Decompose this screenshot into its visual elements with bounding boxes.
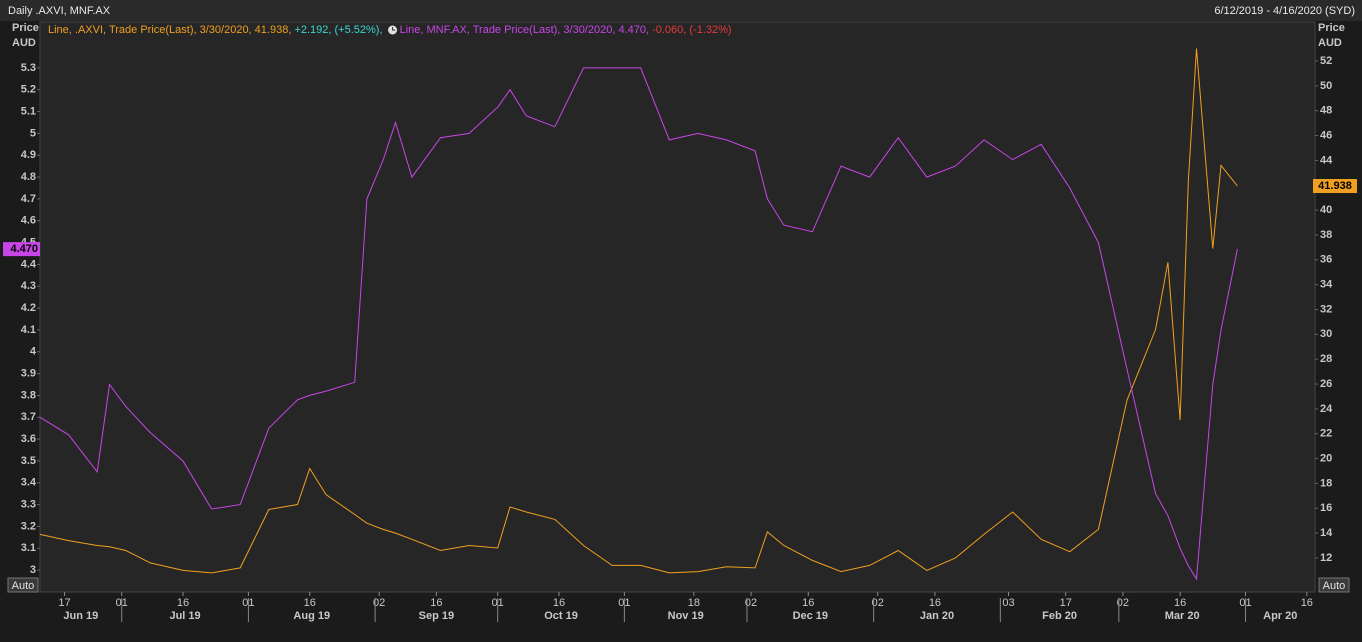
button-label[interactable]: Auto bbox=[12, 580, 35, 592]
y-tick-label: 3.7 bbox=[21, 411, 36, 423]
x-tick-label: 02 bbox=[1117, 597, 1129, 609]
x-tick-label: 02 bbox=[745, 597, 757, 609]
y2-tick-label: 36 bbox=[1320, 254, 1332, 266]
last-value-label: 4.470 bbox=[10, 243, 38, 255]
y-tick-label: 3.3 bbox=[21, 499, 36, 511]
header-bar bbox=[0, 0, 1362, 21]
y-tick-label: 4 bbox=[30, 346, 37, 358]
clock-hands bbox=[392, 27, 396, 31]
y-tick-label: 5.3 bbox=[21, 62, 36, 74]
y-axis-unit: AUD bbox=[12, 37, 36, 49]
y-tick-label: 4.1 bbox=[21, 324, 36, 336]
x-tick-label: 03 bbox=[1002, 597, 1014, 609]
y2-axis-label: Price bbox=[1318, 22, 1345, 34]
x-group-label: Jun 19 bbox=[63, 610, 98, 622]
y2-tick-label: 52 bbox=[1320, 55, 1332, 67]
x-tick-label: 17 bbox=[58, 597, 70, 609]
x-tick-label: 16 bbox=[1301, 597, 1313, 609]
y2-tick-label: 16 bbox=[1320, 502, 1332, 514]
y2-tick-label: 48 bbox=[1320, 105, 1332, 117]
legend-entry: Line, MNF.AX, Trade Price(Last), 3/30/20… bbox=[400, 24, 649, 36]
chart-title: Daily .AXVI, MNF.AX bbox=[8, 5, 111, 17]
series-line bbox=[39, 67, 1238, 581]
series-line bbox=[39, 48, 1238, 574]
legend-entry: Line, .AXVI, Trade Price(Last), 3/30/202… bbox=[48, 24, 291, 36]
y-axis-label: Price bbox=[12, 22, 39, 34]
x-group-label: Apr 20 bbox=[1263, 610, 1297, 622]
last-value-box bbox=[3, 242, 40, 257]
y-tick-label: 5 bbox=[30, 127, 36, 139]
y-tick-label: 5.2 bbox=[21, 84, 36, 96]
y-tick-label: 4.3 bbox=[21, 280, 36, 292]
last-value-box bbox=[1313, 179, 1357, 194]
y-tick-label: 3.2 bbox=[21, 520, 36, 532]
button-frame bbox=[7, 577, 39, 593]
x-tick-label: 02 bbox=[373, 597, 385, 609]
y2-tick-label: 50 bbox=[1320, 80, 1332, 92]
y2-tick-label: 12 bbox=[1320, 552, 1332, 564]
y2-axis-unit: AUD bbox=[1318, 37, 1342, 49]
x-group-label: Jul 19 bbox=[169, 610, 200, 622]
x-tick-label: 16 bbox=[1174, 597, 1186, 609]
x-tick-label: 02 bbox=[872, 597, 884, 609]
y-tick-label: 3.5 bbox=[21, 455, 36, 467]
y-tick-label: 3.9 bbox=[21, 368, 36, 380]
y-tick-label: 5.1 bbox=[21, 105, 36, 117]
x-group-label: Dec 19 bbox=[793, 610, 828, 622]
x-tick-label: 16 bbox=[304, 597, 316, 609]
x-tick-label: 16 bbox=[929, 597, 941, 609]
y-tick-label: 3.8 bbox=[21, 389, 36, 401]
x-tick-label: 16 bbox=[553, 597, 565, 609]
x-tick-label: 17 bbox=[1060, 597, 1072, 609]
y2-tick-label: 18 bbox=[1320, 477, 1332, 489]
y2-tick-label: 32 bbox=[1320, 303, 1332, 315]
y-scale-button[interactable]: Auto bbox=[7, 577, 39, 593]
y2-tick-label: 14 bbox=[1320, 527, 1333, 539]
y2-tick-label: 22 bbox=[1320, 428, 1332, 440]
x-group-label: Mar 20 bbox=[1165, 610, 1200, 622]
y-tick-label: 4.4 bbox=[21, 258, 37, 270]
y2-tick-label: 24 bbox=[1320, 403, 1333, 415]
legend-change: -0.060, (-1.32%) bbox=[652, 24, 731, 36]
x-group-label: Oct 19 bbox=[544, 610, 578, 622]
x-group-label: Sep 19 bbox=[419, 610, 454, 622]
x-group-label: Aug 19 bbox=[293, 610, 330, 622]
legend: Line, .AXVI, Trade Price(Last), 3/30/202… bbox=[48, 24, 732, 36]
y2-tick-label: 20 bbox=[1320, 452, 1332, 464]
x-group-label: Nov 19 bbox=[668, 610, 704, 622]
y-tick-label: 4.7 bbox=[21, 193, 36, 205]
y-tick-label: 3.1 bbox=[21, 542, 36, 554]
y-tick-label: 4.6 bbox=[21, 215, 36, 227]
y2-tick-label: 46 bbox=[1320, 129, 1332, 141]
y-tick-label: 3.6 bbox=[21, 433, 36, 445]
y2-tick-label: 26 bbox=[1320, 378, 1332, 390]
plot-area bbox=[39, 21, 1316, 593]
y2-tick-label: 38 bbox=[1320, 229, 1332, 241]
y-tick-label: 3 bbox=[30, 564, 36, 576]
button-label[interactable]: Auto bbox=[1323, 580, 1346, 592]
x-tick-label: 18 bbox=[688, 597, 700, 609]
y2-tick-label: 40 bbox=[1320, 204, 1332, 216]
y-tick-label: 4.8 bbox=[21, 171, 36, 183]
y2-tick-label: 34 bbox=[1320, 279, 1333, 291]
y2-tick-label: 28 bbox=[1320, 353, 1332, 365]
x-tick-label: 16 bbox=[430, 597, 442, 609]
y2-tick-label: 44 bbox=[1320, 154, 1333, 166]
last-value-label: 41.938 bbox=[1318, 180, 1352, 192]
y-tick-label: 3.4 bbox=[21, 477, 37, 489]
x-group-label: Feb 20 bbox=[1042, 610, 1077, 622]
x-tick-label: 16 bbox=[177, 597, 189, 609]
button-frame bbox=[1318, 577, 1350, 593]
y-tick-label: 4.2 bbox=[21, 302, 36, 314]
x-tick-label: 16 bbox=[802, 597, 814, 609]
x-group-label: Jan 20 bbox=[920, 610, 954, 622]
date-range: 6/12/2019 - 4/16/2020 (SYD) bbox=[1214, 5, 1355, 17]
y2-tick-label: 30 bbox=[1320, 328, 1332, 340]
y2-scale-button[interactable]: Auto bbox=[1318, 577, 1350, 593]
legend-change: +2.192, (+5.52%), bbox=[294, 24, 382, 36]
y-tick-label: 4.9 bbox=[21, 149, 36, 161]
